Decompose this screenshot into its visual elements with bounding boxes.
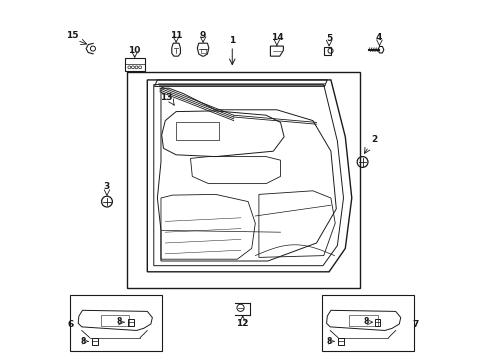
Text: 8: 8 <box>117 317 122 326</box>
Text: 5: 5 <box>325 34 331 43</box>
Text: 15: 15 <box>66 31 79 40</box>
Text: 12: 12 <box>236 319 248 328</box>
FancyBboxPatch shape <box>127 72 359 288</box>
Text: 10: 10 <box>128 46 141 55</box>
Text: 8: 8 <box>326 337 331 346</box>
Text: 1: 1 <box>229 36 235 45</box>
Text: 13: 13 <box>160 93 172 102</box>
Text: 4: 4 <box>374 33 381 42</box>
Text: 6: 6 <box>67 320 74 329</box>
Text: 2: 2 <box>370 135 376 144</box>
Text: 3: 3 <box>103 182 110 191</box>
Text: 11: 11 <box>169 31 182 40</box>
Text: 8: 8 <box>81 337 86 346</box>
FancyBboxPatch shape <box>70 295 162 351</box>
Text: 14: 14 <box>270 33 283 42</box>
Text: 7: 7 <box>411 320 418 329</box>
Text: 8: 8 <box>363 317 368 326</box>
Text: 9: 9 <box>200 31 206 40</box>
FancyBboxPatch shape <box>321 295 413 351</box>
